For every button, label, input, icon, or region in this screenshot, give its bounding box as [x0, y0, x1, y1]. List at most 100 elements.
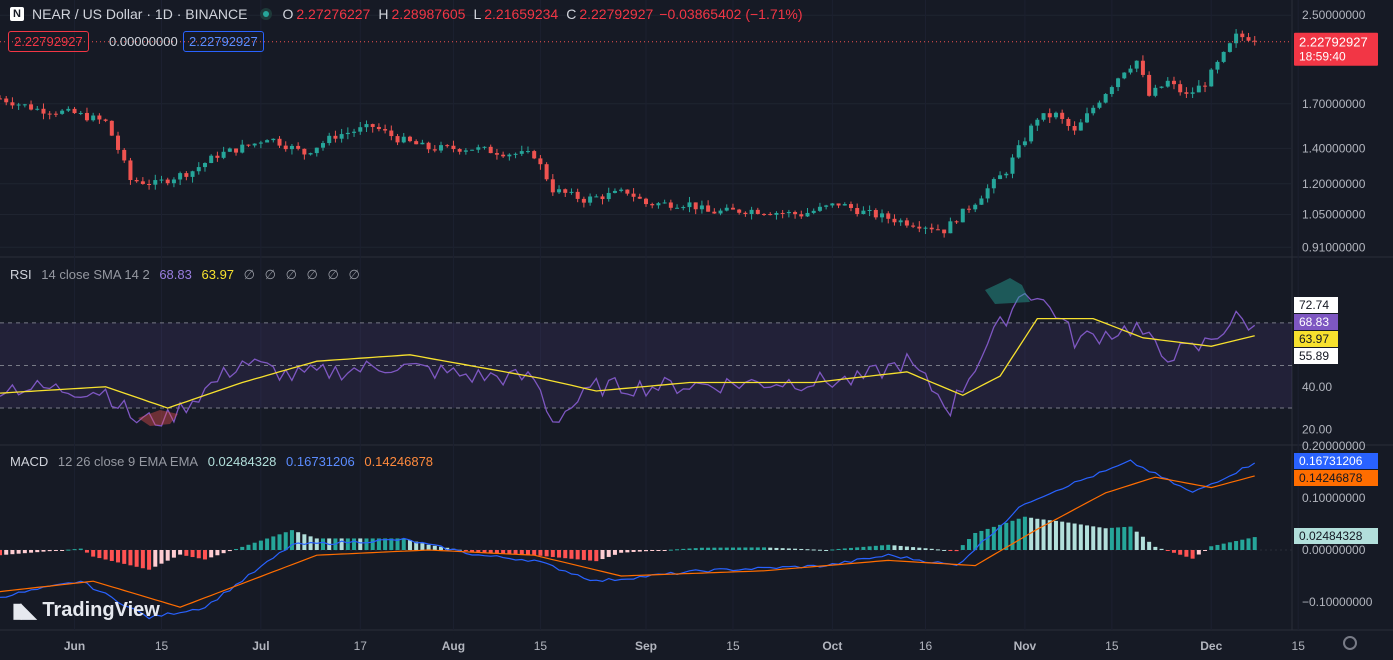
- macd-histogram-bar: [482, 550, 487, 554]
- macd-histogram-bar: [507, 550, 512, 555]
- macd-histogram-bar: [116, 550, 121, 563]
- macd-histogram-bar: [1128, 526, 1133, 550]
- candle-body: [513, 153, 518, 155]
- candle-body: [1060, 112, 1065, 119]
- macd-histogram-bar: [128, 550, 133, 566]
- macd-histogram-bar: [904, 546, 909, 550]
- macd-histogram-bar: [867, 546, 872, 550]
- macd-histogram-bar: [768, 547, 773, 550]
- candle-body: [911, 225, 916, 227]
- candle-body: [271, 138, 276, 141]
- candle-body: [22, 104, 27, 106]
- candle-body: [917, 226, 922, 229]
- candle-body: [662, 202, 667, 204]
- macd-histogram-bar: [47, 550, 52, 552]
- macd-histogram-bar: [178, 550, 183, 555]
- time-tick-label: 15: [1105, 639, 1119, 653]
- candle-body: [1078, 122, 1083, 131]
- macd-histogram-bar: [1047, 520, 1052, 550]
- candle-body: [445, 145, 450, 147]
- candle-body: [53, 113, 58, 115]
- macd-histogram-bar: [383, 538, 388, 550]
- macd-histogram-bar: [793, 548, 798, 550]
- macd-histogram-bar: [364, 538, 369, 550]
- candle-body: [743, 212, 748, 215]
- candle-body: [389, 130, 394, 137]
- candle-body: [724, 207, 729, 211]
- macd-histogram-bar: [929, 548, 934, 550]
- candle-body: [1029, 125, 1034, 142]
- macd-histogram-bar: [1209, 546, 1214, 550]
- macd-histogram-bar: [706, 547, 711, 550]
- macd-histogram-bar: [1246, 538, 1251, 550]
- time-tick-label: Dec: [1200, 639, 1222, 653]
- rsi-legend[interactable]: RSI 14 close SMA 14 2 68.83 63.97 ∅ ∅ ∅ …: [10, 267, 366, 283]
- settings-gear-icon[interactable]: [1343, 636, 1357, 650]
- candle-body: [1116, 78, 1121, 88]
- macd-histogram-bar: [656, 550, 661, 551]
- candle-body: [1053, 112, 1058, 118]
- candle-body: [563, 189, 568, 193]
- macd-histogram-bar: [215, 550, 220, 556]
- macd-line-value: 0.16731206: [286, 454, 355, 469]
- rsi-value-tag: [1294, 348, 1338, 364]
- time-tick-label: Sep: [635, 639, 657, 653]
- macd-histogram-bar: [1103, 528, 1108, 550]
- macd-histogram-bar: [612, 550, 617, 555]
- macd-histogram-bar: [712, 547, 717, 550]
- macd-histogram-bar: [1053, 520, 1058, 550]
- tradingview-logo[interactable]: ▮◣ TradingView: [12, 598, 160, 623]
- macd-histogram-bar: [209, 550, 214, 558]
- macd-tick-label: −0.10000000: [1302, 595, 1373, 609]
- candle-body: [327, 135, 332, 144]
- candle-body: [407, 136, 412, 142]
- macd-histogram-bar: [476, 550, 481, 553]
- macd-histogram-bar: [1190, 550, 1195, 559]
- macd-histogram-bar: [631, 550, 636, 552]
- candle-body: [1072, 125, 1077, 131]
- macd-histogram-bar: [463, 550, 468, 551]
- low-label: L: [473, 6, 482, 22]
- candle-body: [476, 147, 481, 150]
- candle-body: [47, 113, 52, 115]
- rsi-value: 68.83: [159, 267, 192, 282]
- price-tick-label: 2.50000000: [1302, 8, 1366, 22]
- close-label: C: [566, 6, 577, 22]
- time-tick-label: 15: [155, 639, 169, 653]
- macd-legend[interactable]: MACD 12 26 close 9 EMA EMA 0.02484328 0.…: [10, 454, 439, 469]
- candle-body: [72, 108, 77, 114]
- macd-histogram-bar: [41, 550, 46, 552]
- candle-body: [1221, 51, 1226, 62]
- symbol-legend[interactable]: N NEAR / US Dollar · 1D · BINANCE O 2.27…: [10, 6, 806, 22]
- time-tick-label: 15: [726, 639, 740, 653]
- macd-histogram-bar: [35, 550, 40, 553]
- candle-body: [625, 189, 630, 194]
- candle-body: [1097, 102, 1102, 108]
- candle-body: [1234, 33, 1239, 44]
- candle-body: [836, 203, 841, 206]
- high-label: H: [378, 6, 389, 22]
- buy-button[interactable]: 2.22792927: [183, 31, 264, 52]
- candle-body: [786, 211, 791, 214]
- candle-body: [693, 202, 698, 210]
- candle-body: [755, 209, 760, 214]
- candle-body: [774, 212, 779, 215]
- macd-histogram-bar: [277, 534, 282, 550]
- candle-body: [954, 221, 959, 223]
- macd-histogram-bar: [60, 550, 65, 551]
- candle-body: [0, 98, 2, 100]
- macd-histogram-bar: [848, 547, 853, 550]
- macd-histogram-bar: [519, 550, 524, 555]
- time-tick-label: 15: [534, 639, 548, 653]
- sell-button[interactable]: 2.22792927: [8, 31, 89, 52]
- candle-body: [1147, 74, 1152, 96]
- symbol-title[interactable]: NEAR / US Dollar · 1D · BINANCE: [32, 6, 248, 22]
- candle-body: [1140, 60, 1145, 75]
- macd-histogram-bar: [1029, 517, 1034, 550]
- candle-body: [1041, 113, 1046, 120]
- candle-body: [1085, 113, 1090, 123]
- candle-body: [488, 146, 493, 154]
- candle-body: [668, 202, 673, 208]
- candle-body: [855, 207, 860, 215]
